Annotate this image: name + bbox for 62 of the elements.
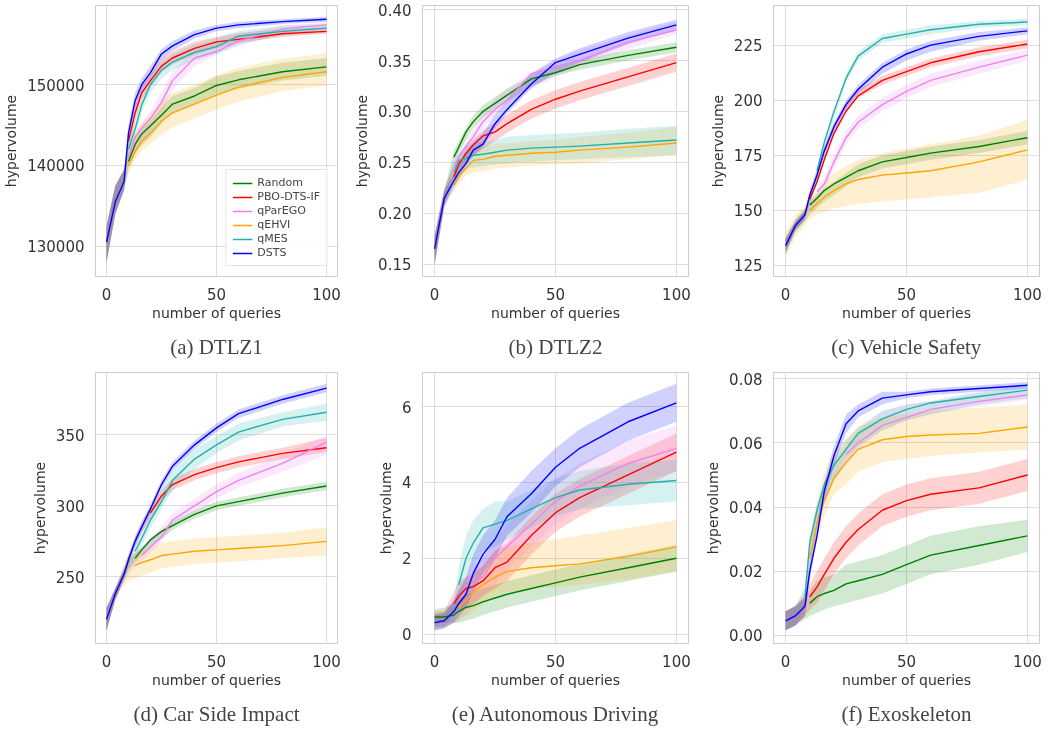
x-tick-label: 0 bbox=[780, 652, 791, 671]
text: (c) Vehicle Safety bbox=[831, 334, 982, 359]
y-tick-label: 0.04 bbox=[729, 499, 763, 518]
x-tick-label: 50 bbox=[896, 285, 917, 304]
x-axis-title: number of queries bbox=[152, 304, 281, 321]
text: (b) DTLZ2 bbox=[508, 334, 603, 359]
text: (e) Autonomous Driving bbox=[451, 701, 659, 726]
y-tick-label: 350 bbox=[55, 426, 85, 445]
y-tick-label: 150000 bbox=[27, 76, 85, 95]
y-tick-label: 0.20 bbox=[378, 205, 412, 224]
x-tick-label: 50 bbox=[545, 285, 566, 304]
y-tick-label: 175 bbox=[733, 147, 763, 166]
x-tick-label: 100 bbox=[662, 285, 691, 304]
y-axis-title: hypervolume bbox=[354, 94, 371, 188]
y-tick-label: 0.02 bbox=[729, 563, 763, 582]
y-tick-label: 200 bbox=[733, 92, 763, 111]
y-tick-label: 150 bbox=[733, 202, 763, 221]
y-tick-label: 2 bbox=[401, 550, 412, 569]
y-axis-title: hypervolume bbox=[709, 94, 726, 188]
y-tick-label: 0.40 bbox=[378, 1, 412, 20]
y-axis-title: hypervolume bbox=[3, 94, 20, 188]
y-tick-label: 225 bbox=[733, 37, 763, 56]
y-tick-label: 4 bbox=[401, 474, 412, 493]
x-tick-label: 100 bbox=[1013, 285, 1042, 304]
y-tick-label: 0.00 bbox=[729, 627, 763, 646]
y-axis-title: hypervolume bbox=[377, 461, 394, 555]
text: (d) Car Side Impact bbox=[133, 701, 300, 726]
x-tick-label: 0 bbox=[101, 652, 112, 671]
x-tick-label: 100 bbox=[662, 652, 691, 671]
x-tick-label: 100 bbox=[312, 285, 341, 304]
x-axis-title: number of queries bbox=[491, 304, 620, 321]
y-tick-label: 0.35 bbox=[378, 52, 412, 71]
y-tick-label: 0.15 bbox=[378, 256, 412, 275]
y-tick-label: 140000 bbox=[27, 157, 85, 176]
y-tick-label: 130000 bbox=[27, 238, 85, 257]
x-tick-label: 50 bbox=[206, 285, 227, 304]
y-tick-label: 300 bbox=[55, 497, 85, 516]
y-axis-title: hypervolume bbox=[705, 461, 722, 555]
y-axis-title: hypervolume bbox=[31, 461, 48, 555]
y-tick-label: 0.06 bbox=[729, 434, 763, 453]
y-tick-label: 6 bbox=[401, 398, 412, 417]
y-tick-label: 0.30 bbox=[378, 103, 412, 122]
x-tick-label: 0 bbox=[429, 652, 440, 671]
x-axis-title: number of queries bbox=[842, 671, 971, 688]
text: (f) Exoskeleton bbox=[841, 701, 973, 726]
y-tick-label: 0.25 bbox=[378, 154, 412, 173]
x-tick-label: 100 bbox=[1013, 652, 1042, 671]
y-tick-label: 250 bbox=[55, 568, 85, 587]
x-tick-label: 50 bbox=[545, 652, 566, 671]
x-tick-label: 0 bbox=[429, 285, 440, 304]
y-tick-label: 125 bbox=[733, 257, 763, 276]
x-tick-label: 100 bbox=[312, 652, 341, 671]
x-axis-title: number of queries bbox=[842, 304, 971, 321]
text: (a) DTLZ1 bbox=[170, 334, 263, 359]
y-tick-label: 0.08 bbox=[729, 370, 763, 389]
x-axis-title: number of queries bbox=[152, 671, 281, 688]
x-tick-label: 0 bbox=[101, 285, 112, 304]
x-axis-title: number of queries bbox=[491, 671, 620, 688]
x-tick-label: 0 bbox=[780, 285, 791, 304]
x-tick-label: 50 bbox=[206, 652, 227, 671]
x-tick-label: 50 bbox=[896, 652, 917, 671]
y-tick-label: 0 bbox=[401, 626, 412, 645]
